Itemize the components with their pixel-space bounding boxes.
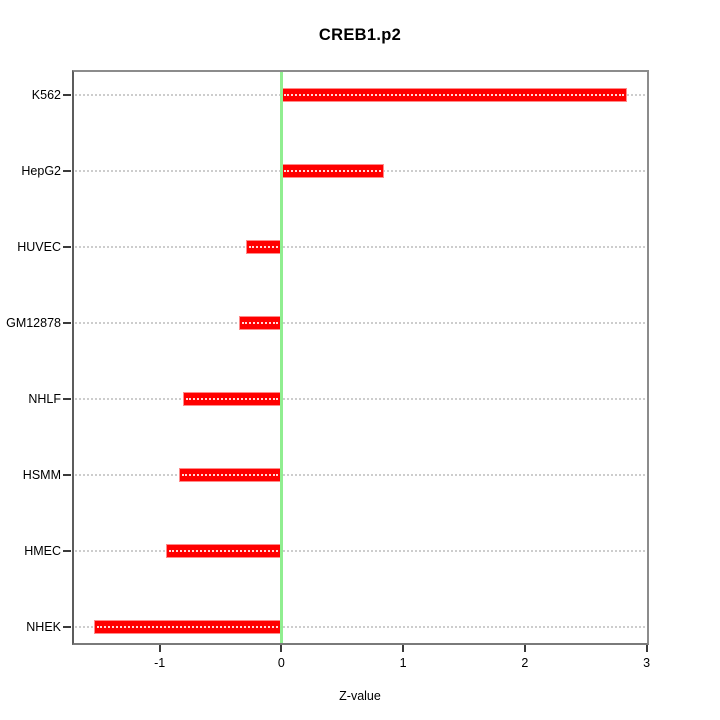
y-axis-label: HSMM — [22, 468, 61, 482]
y-axis-tick — [63, 170, 71, 172]
x-axis-tick-label: 1 — [399, 656, 407, 670]
y-axis-tick — [63, 246, 71, 248]
grid-line — [72, 246, 649, 248]
y-axis-tick — [63, 322, 71, 324]
bar-dotted-pattern — [96, 626, 279, 628]
bar-hsmm — [179, 468, 282, 482]
bar-nhek — [93, 620, 282, 634]
x-axis-tick-label: 0 — [277, 656, 285, 670]
grid-line — [72, 474, 649, 476]
bar-dotted-pattern — [241, 322, 279, 324]
y-axis-tick — [63, 94, 71, 96]
y-axis-tick — [63, 398, 71, 400]
y-axis-tick — [63, 550, 71, 552]
bar-hepg2 — [281, 164, 384, 178]
plot-area: K562 HepG2 HUVEC GM12878 NHLF HSMM HMEC NHEK -1 0… — [6, 70, 650, 670]
x-axis-tick — [280, 645, 283, 652]
y-axis-label: NHEK — [26, 620, 61, 634]
bar-gm12878 — [238, 316, 282, 330]
bar-dotted-pattern — [284, 170, 381, 172]
x-axis-tick — [523, 645, 526, 652]
y-axis-label: HepG2 — [21, 164, 61, 178]
x-axis-title: Z-value — [339, 689, 381, 703]
y-axis-label: K562 — [31, 88, 61, 102]
grid-line — [72, 626, 649, 628]
bar-k562 — [281, 88, 628, 102]
bar-dotted-pattern — [284, 94, 625, 96]
bar-dotted-pattern — [185, 398, 279, 400]
bar-huvec — [246, 240, 282, 254]
bar-dotted-pattern — [168, 550, 279, 552]
x-axis-tick-label: 2 — [521, 656, 529, 670]
zero-line — [279, 70, 283, 645]
bar-dotted-pattern — [249, 246, 279, 248]
x-axis-tick-label: -1 — [154, 656, 166, 670]
bar-hmec — [165, 544, 282, 558]
bar-nhlf — [182, 392, 282, 406]
y-axis-tick — [63, 626, 71, 628]
y-axis-label: NHLF — [28, 392, 61, 406]
grid-line — [72, 322, 649, 324]
y-axis-tick — [63, 474, 71, 476]
chart-title: CREB1.p2 — [318, 26, 402, 44]
y-axis-label: HMEC — [24, 544, 61, 558]
bar-dotted-pattern — [182, 474, 279, 476]
x-axis-tick — [402, 645, 405, 652]
x-axis-tick-label: 3 — [643, 656, 651, 670]
grid-line — [72, 398, 649, 400]
y-axis-label: HUVEC — [17, 240, 61, 254]
y-axis-label: GM12878 — [6, 316, 61, 330]
x-axis-tick — [158, 645, 161, 652]
x-axis-tick — [645, 645, 648, 652]
grid-line — [72, 550, 649, 552]
